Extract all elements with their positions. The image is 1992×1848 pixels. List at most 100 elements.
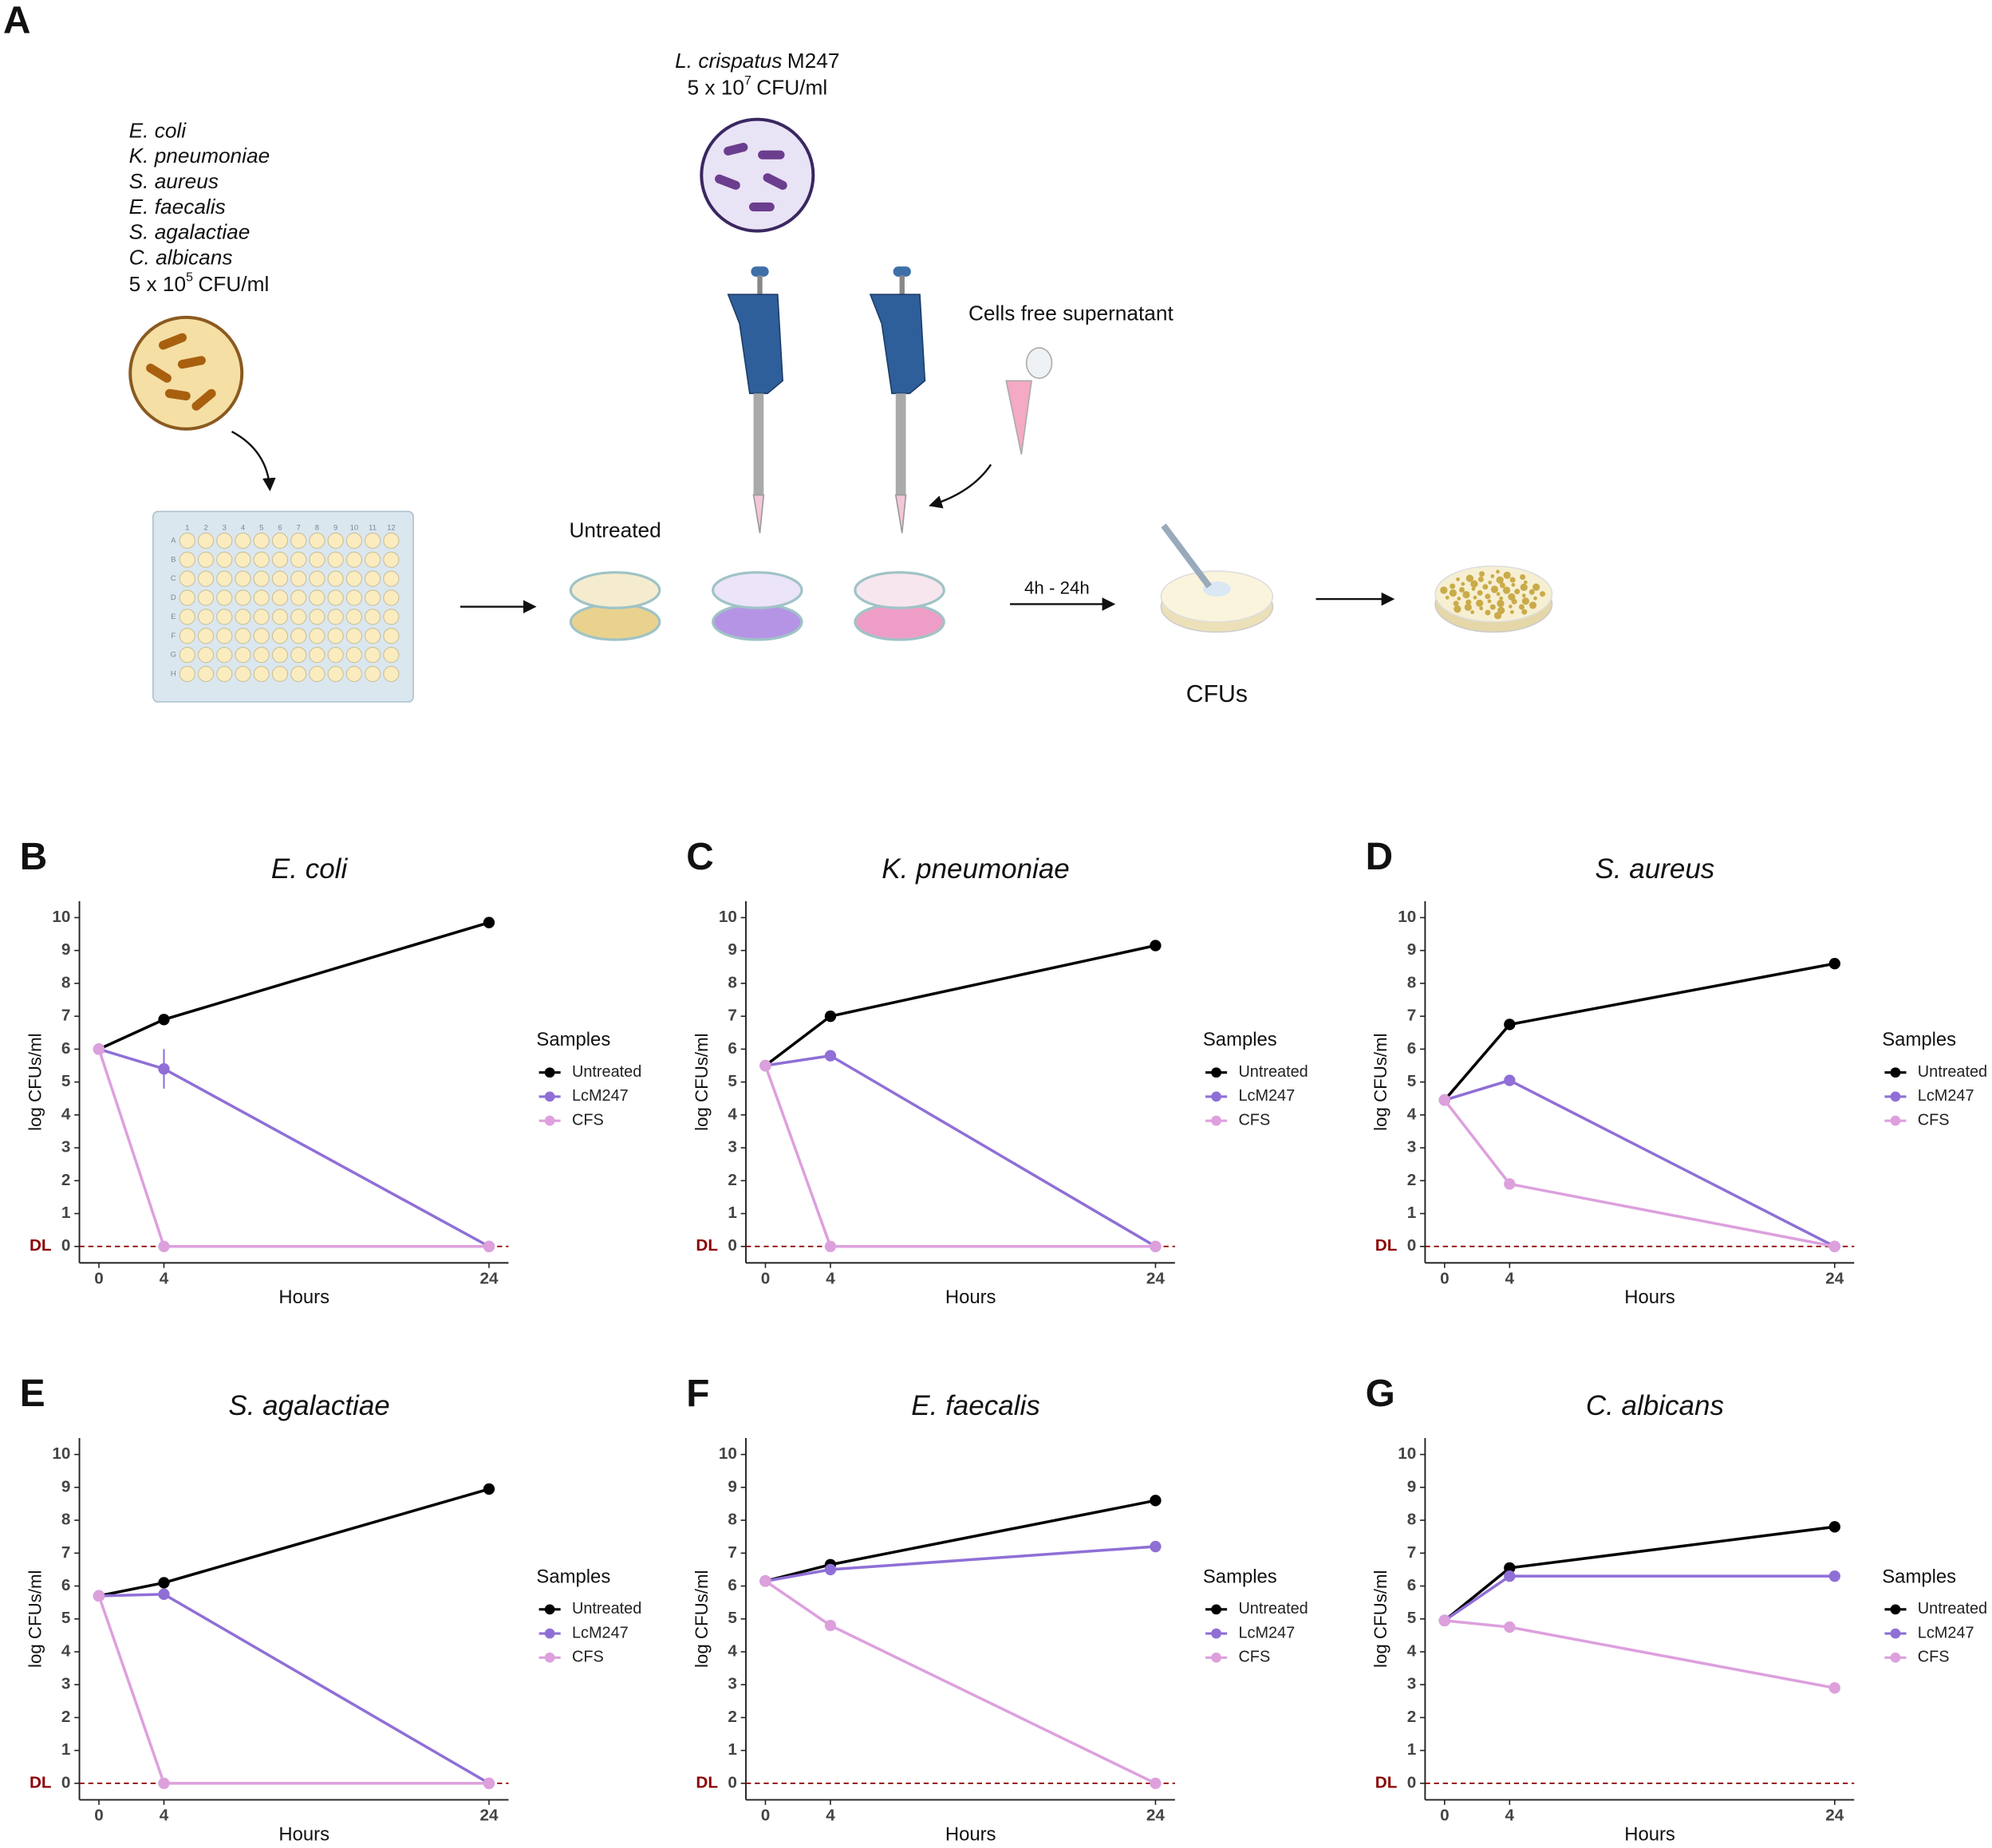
x-tick-label: 4 — [826, 1270, 835, 1288]
x-tick-label: 24 — [479, 1270, 498, 1288]
colony — [1511, 598, 1517, 605]
colony — [1496, 592, 1501, 597]
plate-row-label: C — [171, 574, 176, 583]
series-line — [765, 1499, 1156, 1583]
well — [365, 609, 381, 625]
well — [253, 628, 270, 644]
y-tick-label: 10 — [719, 1444, 737, 1463]
dose-base: 5 x 10 — [129, 272, 187, 296]
chart-title: S. agalactiae — [228, 1390, 389, 1421]
y-tick-label: 6 — [61, 1576, 71, 1594]
legend-label: Untreated — [1238, 1063, 1308, 1081]
y-tick-label: 1 — [728, 1204, 737, 1222]
data-point — [158, 1588, 170, 1601]
series-line — [1443, 962, 1836, 1101]
colony — [1493, 612, 1502, 620]
colony — [1471, 586, 1476, 591]
well — [345, 628, 363, 644]
well — [197, 589, 215, 606]
well — [179, 628, 195, 644]
data-point — [824, 1050, 837, 1062]
plate-column-label: 1 — [185, 524, 189, 533]
y-tick-label: 7 — [1407, 1543, 1417, 1562]
legend-marker — [1211, 1067, 1221, 1078]
colony — [1482, 584, 1489, 590]
data-point — [1828, 1240, 1840, 1252]
y-tick-label: 9 — [1407, 940, 1417, 959]
panel-label: D — [1366, 836, 1393, 878]
well — [327, 570, 344, 587]
legend-marker — [1890, 1115, 1901, 1126]
well — [235, 647, 251, 664]
well — [290, 551, 307, 568]
plate-column-label: 8 — [315, 524, 319, 533]
colony — [1457, 597, 1461, 601]
colony — [1488, 580, 1493, 585]
legend-label: LcM247 — [572, 1087, 629, 1105]
colony — [1470, 580, 1478, 588]
data-point — [1150, 1495, 1162, 1507]
legend-marker — [544, 1115, 555, 1126]
plate-row-label: H — [171, 670, 176, 679]
y-tick-label: 10 — [1398, 908, 1416, 926]
plate-row-label: F — [171, 632, 176, 640]
plate-row-label: D — [171, 593, 176, 602]
y-tick-label: 0 — [1407, 1773, 1417, 1791]
y-tick-label: 6 — [1407, 1039, 1417, 1058]
data-point — [1504, 1621, 1516, 1633]
x-tick-label: 0 — [94, 1807, 104, 1825]
legend-marker — [544, 1091, 555, 1102]
data-point — [1438, 1094, 1450, 1106]
pathogen-dose: 5 x 105 CFU/ml — [129, 271, 270, 296]
pathogen: S. agalactiae — [129, 220, 250, 244]
well — [197, 609, 215, 625]
legend-marker — [544, 1604, 555, 1615]
legend-label: Untreated — [1918, 1600, 1987, 1617]
well — [197, 665, 215, 683]
tube — [1005, 380, 1032, 455]
well — [235, 665, 251, 683]
well — [327, 628, 344, 644]
x-axis-label: Hours — [278, 1287, 329, 1308]
legend-title: Samples — [536, 1566, 610, 1587]
legend-marker — [1890, 1628, 1901, 1639]
well — [383, 532, 400, 550]
y-tick-label: 10 — [52, 1444, 70, 1463]
y-tick-label: 6 — [1407, 1576, 1417, 1594]
plate-column-label: 12 — [387, 524, 396, 533]
legend-label: CFS — [572, 1111, 604, 1129]
y-tick-label: 8 — [728, 973, 737, 991]
colony — [1489, 604, 1496, 610]
colony — [1476, 599, 1484, 607]
data-point — [158, 1014, 170, 1026]
x-tick-label: 4 — [826, 1807, 835, 1825]
plate-column-label: 5 — [259, 524, 263, 533]
data-point — [1504, 1074, 1516, 1086]
plate-row-label: G — [171, 651, 176, 660]
well — [309, 628, 325, 644]
well — [253, 665, 270, 683]
well — [383, 665, 400, 683]
data-point — [1438, 1614, 1450, 1626]
y-tick-label: 2 — [61, 1708, 71, 1726]
data-point — [1150, 940, 1162, 952]
dose-exp: 5 — [186, 271, 193, 285]
arrow — [231, 431, 276, 492]
plate-column-label: 7 — [297, 524, 301, 533]
y-tick-label: 1 — [61, 1740, 71, 1759]
well — [327, 665, 344, 683]
legend-label: Untreated — [1918, 1063, 1987, 1081]
legend-label: Untreated — [1238, 1600, 1308, 1617]
y-tick-label: 1 — [61, 1204, 71, 1222]
well — [290, 589, 307, 606]
colony — [1465, 599, 1472, 605]
x-tick-label: 0 — [1440, 1807, 1449, 1825]
series-line — [1443, 1099, 1836, 1248]
x-tick-label: 24 — [1146, 1807, 1165, 1825]
data-point — [1504, 1019, 1516, 1030]
legend-marker — [544, 1628, 555, 1639]
y-tick-label: 3 — [61, 1138, 71, 1156]
probiotic-name: L. crispatus M247 — [675, 49, 839, 73]
colony — [1508, 593, 1516, 601]
